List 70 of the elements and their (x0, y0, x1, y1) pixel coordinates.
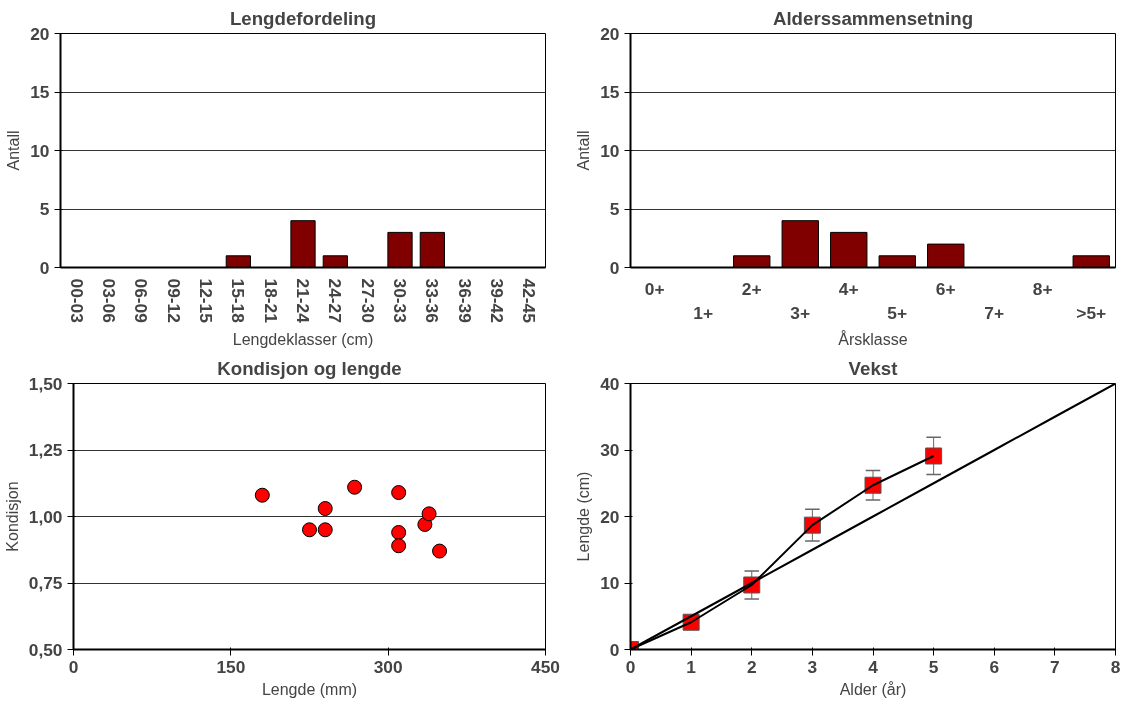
x-tick-label: 24-27 (325, 278, 346, 323)
chart-title: Vekst (848, 357, 898, 379)
y-tick-label: 1,25 (28, 440, 63, 460)
y-tick-label: 10 (600, 573, 620, 593)
x-axis-title: Årsklasse (838, 329, 908, 348)
y-tick-label: 0 (39, 257, 50, 278)
x-tick-label: 0 (68, 656, 79, 677)
y-tick-label: 5 (609, 199, 620, 219)
y-tick-label: 10 (30, 140, 50, 161)
x-tick-label: 0+ (644, 278, 665, 299)
y-tick-label: 0 (609, 639, 620, 660)
x-tick-label: 5+ (887, 302, 908, 323)
x-tick-label: 5 (928, 656, 939, 677)
y-tick-label: 0 (609, 257, 620, 278)
x-tick-label: 6 (989, 656, 1000, 677)
chart-title: Lengdefordeling (229, 7, 377, 29)
x-tick-label: 15-18 (228, 278, 249, 324)
x-axis-title: Alder (år) (839, 680, 907, 698)
x-tick-label: 00-03 (66, 278, 87, 324)
x-tick-label: 18-21 (260, 278, 281, 324)
x-tick-label: 1 (686, 656, 697, 677)
y-tick-label: 10 (600, 140, 620, 161)
y-axis-title: Antall (5, 130, 23, 171)
x-tick-label: 27-30 (357, 278, 378, 323)
x-tick-label: 30-33 (390, 278, 410, 324)
x-axis-title: Lengdeklasser (cm) (232, 330, 374, 348)
x-tick-label: 4 (868, 656, 879, 677)
x-tick-label: 33-36 (422, 278, 443, 324)
x-tick-label: 39-42 (487, 278, 507, 323)
y-tick-label: 5 (39, 199, 50, 219)
y-axis-title: Lengde (cm) (575, 471, 593, 562)
y-tick-label: 1,00 (28, 506, 63, 527)
x-tick-label: 09-12 (163, 278, 184, 323)
x-tick-label: 0 (625, 656, 636, 677)
y-axis-title: Antall (575, 130, 593, 171)
y-axis-title: Kondisjon (3, 481, 21, 552)
x-tick-label: 36-39 (454, 278, 475, 323)
x-tick-label: 21-24 (293, 278, 313, 324)
x-tick-label: 1+ (693, 302, 714, 323)
x-tick-label: 3 (807, 656, 818, 677)
x-tick-label: 450 (531, 656, 560, 677)
y-tick-label: 1,50 (28, 373, 63, 394)
x-tick-label: 300 (373, 656, 403, 677)
x-axis-title: Lengde (mm) (261, 680, 358, 698)
x-tick-label: 3+ (790, 302, 811, 323)
x-tick-label: 12-15 (196, 278, 216, 324)
y-tick-label: 20 (600, 23, 620, 44)
y-tick-label: 0,50 (28, 639, 63, 660)
chart-title: Alderssammensetning (772, 7, 974, 29)
x-tick-label: 8+ (1032, 278, 1053, 299)
x-tick-label: 7+ (984, 302, 1005, 323)
x-tick-label: 4+ (838, 278, 859, 299)
y-tick-label: 40 (600, 373, 620, 394)
x-tick-label: 6+ (935, 278, 956, 299)
x-tick-label: 8 (1110, 656, 1121, 677)
x-tick-label: >5+ (1076, 302, 1107, 323)
x-tick-label: 03-06 (99, 278, 119, 324)
y-tick-label: 20 (600, 506, 620, 527)
x-tick-label: 42-45 (519, 278, 540, 324)
x-tick-label: 06-09 (131, 278, 152, 323)
y-tick-label: 15 (600, 82, 620, 102)
y-tick-label: 0,75 (28, 573, 63, 593)
x-tick-label: 2 (746, 656, 757, 677)
chart-title: Kondisjon og lengde (217, 357, 402, 379)
x-tick-label: 7 (1050, 656, 1060, 677)
y-tick-label: 15 (30, 82, 50, 102)
x-tick-label: 2+ (741, 278, 762, 299)
x-tick-label: 150 (216, 656, 246, 677)
y-tick-label: 20 (30, 23, 50, 44)
y-tick-label: 30 (600, 440, 620, 460)
